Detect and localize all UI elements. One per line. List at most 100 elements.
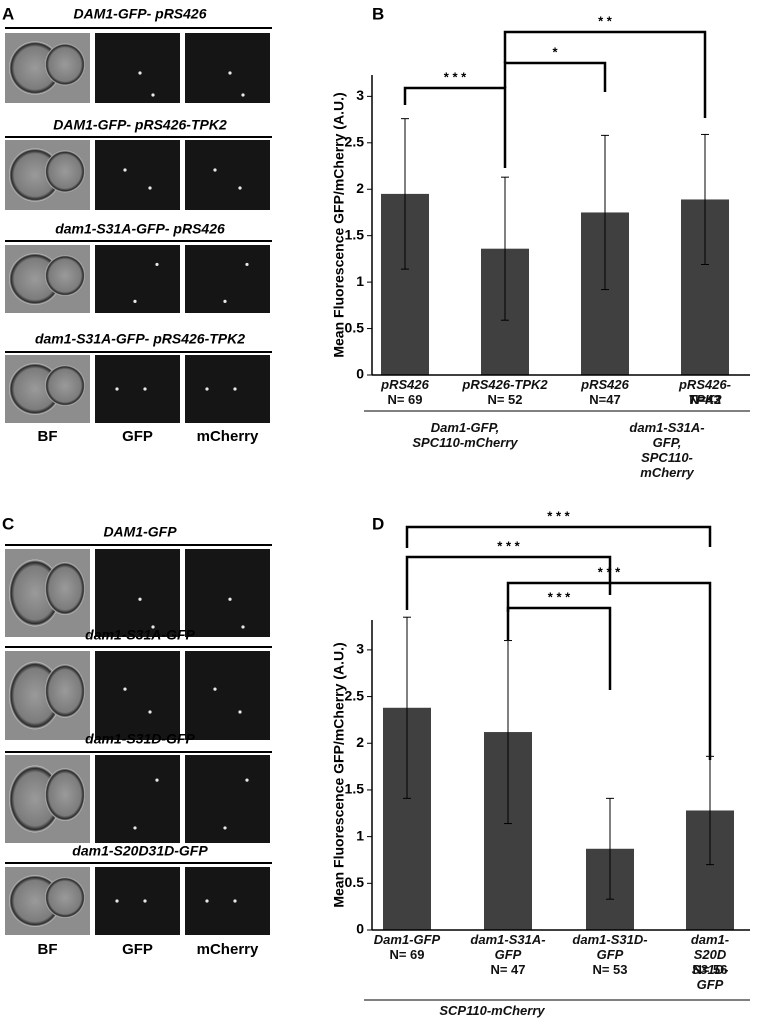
spot	[155, 778, 159, 782]
spot	[213, 687, 217, 691]
cell	[45, 664, 85, 718]
row-title: dam1-S20D31D-GFP	[72, 843, 208, 859]
y-tick-label: 2	[356, 734, 364, 750]
column-label: BF	[38, 941, 58, 958]
spot	[115, 387, 119, 391]
error-bar	[601, 134, 609, 291]
error-bar	[701, 133, 709, 265]
n-label: N= 69	[387, 392, 423, 407]
spot	[151, 625, 155, 629]
y-tick-label: 1	[356, 827, 364, 843]
spot	[245, 778, 249, 782]
n-label: N= 69	[389, 947, 425, 962]
spot	[133, 826, 137, 830]
spot	[238, 710, 242, 714]
n-label: N= 56	[692, 962, 728, 977]
spot	[213, 168, 217, 172]
n-label: N= 52	[487, 392, 523, 407]
spot	[155, 262, 159, 267]
y-tick-label: 1	[356, 273, 364, 289]
y-tick-label: 0.5	[345, 319, 365, 335]
fluor-image	[185, 245, 270, 313]
x-tick-label: Dam1-GFP	[373, 932, 441, 947]
fluor-image	[185, 651, 270, 740]
n-label: N= 53	[592, 962, 628, 977]
fluor-image	[95, 867, 180, 935]
n-label: N= 47	[490, 962, 526, 977]
x-tick-label: dam1-S31D- GFP	[572, 932, 648, 962]
fluor-image	[95, 355, 180, 423]
group-label: dam1-S31A-GFP, SPC110-mCherry	[629, 420, 705, 480]
fluor-image	[185, 549, 270, 637]
fluor-image	[185, 140, 270, 210]
x-tick-label: pRS426	[581, 377, 629, 392]
column-label: GFP	[122, 941, 153, 958]
spot	[233, 387, 237, 391]
significance-bracket	[506, 606, 612, 690]
y-tick-label: 2	[356, 180, 364, 196]
significance-bracket	[405, 555, 612, 610]
group-label: SCP110-mCherry	[439, 1003, 545, 1018]
row-title: dam1-S31A-GFP- pRS426-TPK2	[35, 331, 245, 347]
spot	[123, 687, 127, 691]
panel-letter: D	[372, 514, 384, 533]
y-tick-label: 3	[356, 641, 364, 657]
column-label: mCherry	[197, 428, 259, 445]
row-title: dam1-S31D-GFP	[85, 731, 195, 747]
y-tick-label: 3	[356, 87, 364, 103]
column-label: BF	[38, 428, 58, 445]
y-tick-label: 0.5	[345, 874, 365, 890]
cell	[45, 255, 85, 296]
x-tick-label: pRS426-TPK2	[462, 377, 548, 392]
cell	[45, 365, 85, 406]
y-tick-label: 1.5	[345, 781, 365, 797]
significance-bracket	[403, 86, 507, 168]
cell	[45, 562, 85, 615]
fluor-image	[95, 755, 180, 843]
y-axis-label: Mean Fluorescence GFP/mCherry (A.U.)	[331, 642, 347, 907]
x-tick-label: pRS426	[381, 377, 429, 392]
panel-letter: C	[2, 514, 14, 533]
significance-bracket	[503, 61, 607, 92]
fluor-image	[95, 33, 180, 103]
spot	[245, 262, 249, 267]
spot	[205, 899, 209, 903]
significance-label: * *	[598, 13, 613, 28]
row-title: dam1-S31A-GFP- pRS426	[55, 221, 225, 237]
fluor-image	[185, 33, 270, 103]
spot	[228, 71, 232, 75]
significance-label: * * *	[497, 538, 520, 553]
y-tick-label: 1.5	[345, 226, 365, 242]
row-title: dam1-S31A-GFP	[85, 627, 195, 643]
significance-label: * * *	[598, 564, 621, 579]
cell	[45, 768, 85, 821]
n-label: N=43	[689, 392, 721, 407]
spot	[138, 597, 142, 601]
spot	[148, 186, 152, 190]
n-label: N=47	[589, 392, 621, 407]
significance-bracket	[503, 30, 707, 118]
significance-label: *	[552, 44, 558, 59]
error-bar	[401, 118, 409, 270]
spot	[228, 597, 232, 601]
panel-letter: B	[372, 4, 384, 23]
spot	[143, 899, 147, 903]
row-title: DAM1-GFP- pRS426-TPK2	[53, 117, 227, 133]
significance-bracket	[405, 525, 712, 548]
fluor-image	[95, 140, 180, 210]
cell	[45, 150, 85, 193]
error-bar	[504, 640, 512, 825]
cell	[45, 877, 85, 918]
spot	[148, 710, 152, 714]
column-label: GFP	[122, 428, 153, 445]
x-tick-label: pRS426-TPK2	[678, 377, 732, 407]
y-tick-label: 0	[356, 921, 364, 937]
spot	[205, 387, 209, 391]
row-title: DAM1-GFP	[103, 524, 177, 540]
error-bar	[501, 176, 509, 321]
column-label: mCherry	[197, 941, 259, 958]
spot	[115, 899, 119, 903]
y-tick-label: 0	[356, 366, 364, 382]
